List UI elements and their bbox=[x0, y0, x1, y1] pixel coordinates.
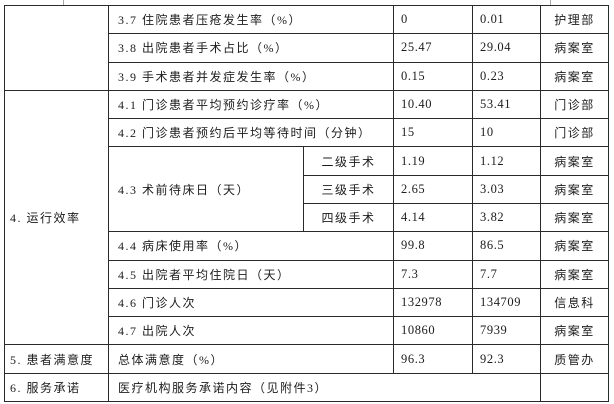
table-row: 4.4 病床使用率（%） 99.8 86.5 病案室 bbox=[5, 231, 609, 261]
hospital-indicator-table: 3.7 住院患者压疮发生率（%） 0 0.01 护理部 3.8 出院患者手术占比… bbox=[4, 4, 609, 403]
value-cell-1: 15 bbox=[393, 118, 473, 148]
indicator-cell: 4.4 病床使用率（%） bbox=[108, 231, 394, 261]
value-cell-2: 0.23 bbox=[472, 61, 541, 91]
dept-cell: 信息科 bbox=[540, 287, 609, 318]
indicator-cell: 3.7 住院患者压疮发生率（%） bbox=[108, 4, 394, 35]
indicator-cell: 4.6 门诊人次 bbox=[108, 287, 394, 318]
dept-cell: 门诊部 bbox=[540, 89, 609, 120]
value-cell-1: 7.3 bbox=[393, 259, 473, 289]
value-cell-1: 25.47 bbox=[393, 33, 473, 63]
value-cell-1: 0.15 bbox=[393, 61, 473, 91]
value-cell-2: 29.04 bbox=[472, 33, 541, 63]
value-cell-1: 0 bbox=[393, 4, 473, 35]
indicator-cell: 4.7 出院人次 bbox=[108, 316, 394, 346]
table-row: 4. 运行效率 4.1 门诊患者平均预约诊疗率（%） 10.40 53.41 门… bbox=[4, 89, 609, 346]
value-cell-2: 1.12 bbox=[472, 146, 541, 176]
value-cell-1: 4.14 bbox=[393, 202, 473, 233]
section-cell-empty bbox=[4, 5, 109, 91]
cropped-gridline-stub bbox=[550, 0, 551, 5]
value-cell-2: 53.41 bbox=[472, 89, 541, 120]
indicator-cell: 4.1 门诊患者平均预约诊疗率（%） bbox=[108, 89, 394, 120]
table-row: 三级手术 2.65 3.03 病案室 bbox=[5, 174, 609, 204]
dept-cell: 门诊部 bbox=[540, 118, 609, 148]
value-cell-2: 10 bbox=[472, 118, 541, 148]
surgery-level-cell: 四级手术 bbox=[303, 202, 394, 233]
section-cell-patient-satisfaction: 5. 患者满意度 bbox=[4, 344, 109, 374]
value-cell-1: 1.19 bbox=[393, 146, 473, 176]
indicator-cell: 4.2 门诊患者预约后平均等待时间（分钟） bbox=[108, 118, 394, 148]
value-cell-2: 7939 bbox=[472, 316, 541, 346]
value-cell-2: 86.5 bbox=[472, 231, 541, 261]
table-row: 四级手术 4.14 3.82 病案室 bbox=[5, 202, 609, 233]
indicator-cell-service-commitment: 医疗机构服务承诺内容（见附件3） bbox=[108, 372, 541, 403]
table-row: 5. 患者满意度 总体满意度（%） 96.3 92.3 质管办 bbox=[4, 344, 609, 374]
indicator-cell-preop-bed-days: 4.3 术前待床日（天） bbox=[108, 146, 304, 233]
dept-cell: 护理部 bbox=[540, 4, 609, 35]
value-cell-2: 3.82 bbox=[472, 202, 541, 233]
table-row: 3.9 手术患者并发症发生率（%） 0.15 0.23 病案室 bbox=[5, 61, 609, 91]
dept-cell: 病案室 bbox=[540, 61, 609, 91]
dept-cell: 病案室 bbox=[540, 231, 609, 261]
value-cell-1: 99.8 bbox=[393, 231, 473, 261]
surgery-level-cell: 三级手术 bbox=[303, 174, 394, 204]
section-cell-service-commitment: 6. 服务承诺 bbox=[4, 372, 109, 403]
dept-cell: 病案室 bbox=[540, 259, 609, 289]
indicator-cell: 3.9 手术患者并发症发生率（%） bbox=[108, 61, 394, 91]
cropped-gridline-stub bbox=[63, 0, 64, 5]
table-row: 3.8 出院患者手术占比（%） 25.47 29.04 病案室 bbox=[5, 33, 609, 63]
dept-cell-empty bbox=[540, 372, 609, 403]
value-cell-1: 2.65 bbox=[393, 174, 473, 204]
value-cell-1: 132978 bbox=[393, 287, 473, 318]
indicator-cell: 4.5 出院者平均住院日（天） bbox=[108, 259, 394, 289]
table-row: 6. 服务承诺 医疗机构服务承诺内容（见附件3） bbox=[4, 372, 609, 403]
value-cell-2: 92.3 bbox=[472, 344, 541, 374]
value-cell-2: 0.01 bbox=[472, 4, 541, 35]
surgery-level-cell: 二级手术 bbox=[303, 146, 394, 176]
table-row: 3.7 住院患者压疮发生率（%） 0 0.01 护理部 bbox=[4, 4, 609, 91]
value-cell-2: 3.03 bbox=[472, 174, 541, 204]
dept-cell: 病案室 bbox=[540, 316, 609, 346]
value-cell-2: 7.7 bbox=[472, 259, 541, 289]
value-cell-1: 10.40 bbox=[393, 89, 473, 120]
table-row: 4.3 术前待床日（天） 二级手术 1.19 1.12 病案室 bbox=[5, 146, 609, 233]
dept-cell: 病案室 bbox=[540, 33, 609, 63]
indicator-cell: 总体满意度（%） bbox=[108, 344, 394, 374]
dept-cell: 病案室 bbox=[540, 146, 609, 176]
dept-cell: 病案室 bbox=[540, 174, 609, 204]
value-cell-1: 96.3 bbox=[393, 344, 473, 374]
table-row: 4.2 门诊患者预约后平均等待时间（分钟） 15 10 门诊部 bbox=[5, 118, 609, 148]
dept-cell: 病案室 bbox=[540, 202, 609, 233]
dept-cell: 质管办 bbox=[540, 344, 609, 374]
section-cell-operational-efficiency: 4. 运行效率 bbox=[4, 89, 109, 346]
value-cell-2: 134709 bbox=[472, 287, 541, 318]
value-cell-1: 10860 bbox=[393, 316, 473, 346]
indicator-cell: 3.8 出院患者手术占比（%） bbox=[108, 33, 394, 63]
